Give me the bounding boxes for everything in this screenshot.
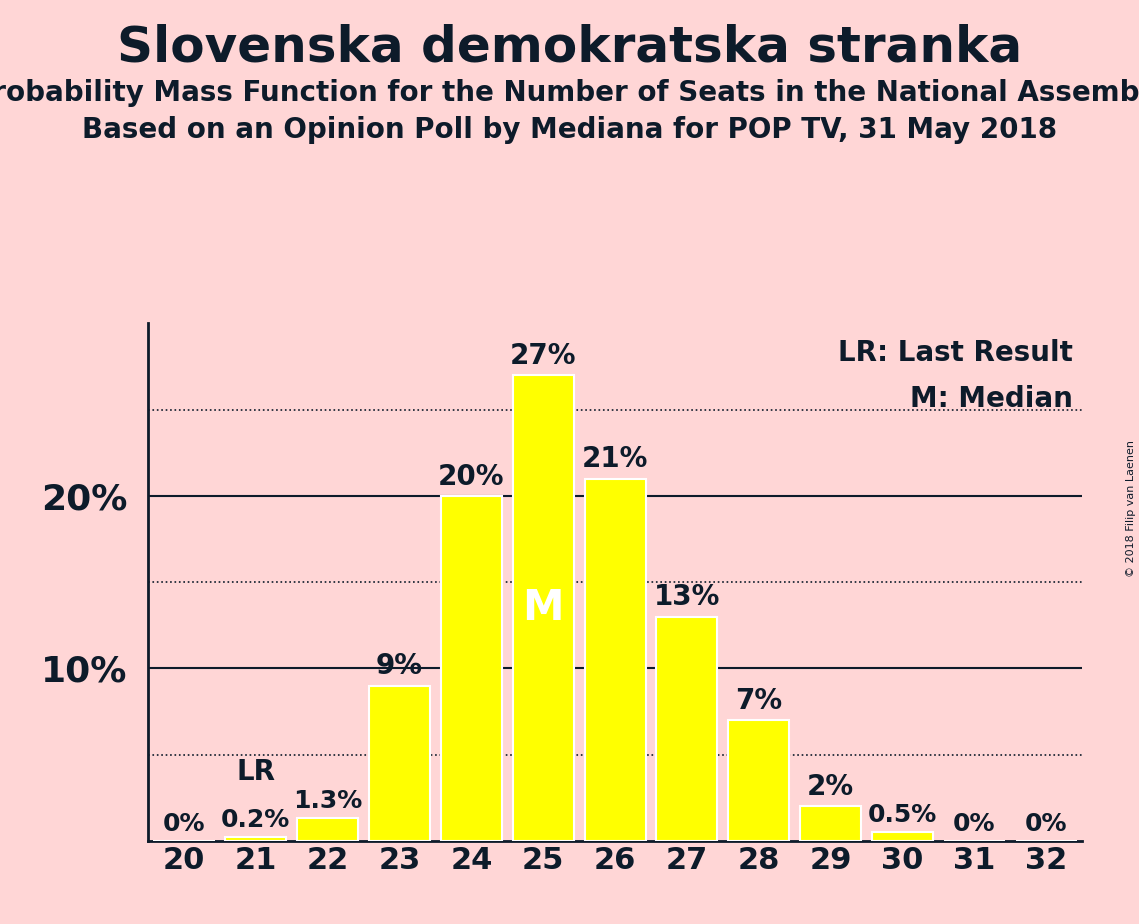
Text: 0%: 0% <box>1025 811 1067 835</box>
Bar <box>513 375 574 841</box>
Bar <box>656 616 718 841</box>
Bar <box>872 833 933 841</box>
Text: 21%: 21% <box>582 445 648 473</box>
Text: 9%: 9% <box>376 652 423 680</box>
Text: Probability Mass Function for the Number of Seats in the National Assembly: Probability Mass Function for the Number… <box>0 79 1139 106</box>
Bar <box>584 479 646 841</box>
Text: LR: LR <box>236 758 276 785</box>
Text: 2%: 2% <box>808 773 854 801</box>
Bar <box>800 807 861 841</box>
Text: Slovenska demokratska stranka: Slovenska demokratska stranka <box>117 23 1022 71</box>
Text: 0.5%: 0.5% <box>868 803 937 827</box>
Text: 0%: 0% <box>953 811 995 835</box>
Text: 27%: 27% <box>510 342 576 370</box>
Text: 7%: 7% <box>735 687 782 715</box>
Text: Based on an Opinion Poll by Mediana for POP TV, 31 May 2018: Based on an Opinion Poll by Mediana for … <box>82 116 1057 143</box>
Bar <box>226 837 286 841</box>
Text: 1.3%: 1.3% <box>293 789 362 813</box>
Text: © 2018 Filip van Laenen: © 2018 Filip van Laenen <box>1126 440 1136 577</box>
Bar <box>728 720 789 841</box>
Text: 20%: 20% <box>439 463 505 491</box>
Text: LR: Last Result: LR: Last Result <box>838 339 1073 367</box>
Bar <box>297 819 359 841</box>
Text: 0.2%: 0.2% <box>221 808 290 833</box>
Text: 13%: 13% <box>654 583 720 612</box>
Text: M: M <box>523 587 564 629</box>
Text: M: Median: M: Median <box>910 385 1073 414</box>
Bar <box>369 686 431 841</box>
Bar <box>441 496 502 841</box>
Text: 0%: 0% <box>163 811 205 835</box>
